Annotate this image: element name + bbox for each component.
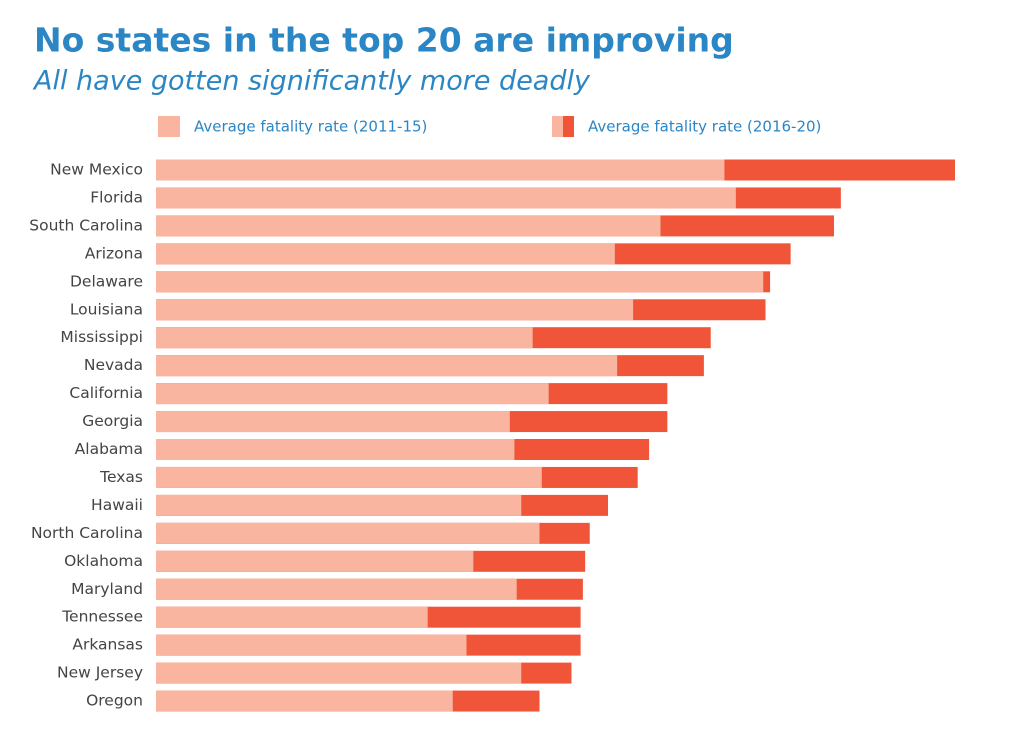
y-tick-label: Tennessee	[61, 608, 143, 626]
legend-swatch	[563, 116, 574, 137]
legend-label: Average fatality rate (2011-15)	[194, 118, 427, 136]
bar	[156, 439, 515, 460]
y-tick-label: Alabama	[75, 440, 143, 458]
bar	[156, 606, 428, 628]
y-tick-label: Delaware	[70, 272, 143, 290]
y-tick-label: New Jersey	[57, 664, 143, 682]
y-tick-label: Hawaii	[91, 496, 143, 514]
bar	[156, 466, 542, 488]
bar	[156, 271, 764, 293]
bar	[156, 690, 453, 712]
bar	[156, 522, 540, 544]
bar	[156, 550, 474, 572]
chart-title: No states in the top 20 are improving	[34, 21, 734, 60]
bar	[156, 411, 510, 433]
y-tick-label: South Carolina	[29, 216, 143, 234]
y-tick-label: Texas	[99, 468, 143, 486]
y-tick-label: Arkansas	[72, 636, 143, 654]
y-tick-label: Oklahoma	[64, 552, 143, 570]
bar	[156, 355, 618, 377]
y-tick-label: Maryland	[71, 580, 143, 598]
y-tick-label: Mississippi	[60, 328, 143, 346]
y-tick-label: California	[69, 384, 143, 402]
bar	[156, 578, 517, 600]
y-tick-label: Florida	[90, 188, 143, 206]
chart-subtitle: All have gotten significantly more deadl…	[32, 66, 591, 97]
y-tick-label: Nevada	[84, 356, 143, 374]
y-tick-label: Arizona	[85, 244, 143, 262]
bar	[156, 187, 736, 209]
legend-swatch	[158, 116, 180, 137]
bar	[156, 299, 634, 321]
bar	[156, 383, 549, 405]
y-tick-label: Oregon	[86, 692, 143, 710]
bar	[156, 634, 467, 656]
legend-swatch	[552, 116, 563, 137]
y-tick-label: North Carolina	[31, 524, 143, 542]
bar	[156, 327, 533, 349]
legend-label: Average fatality rate (2016-20)	[588, 118, 821, 136]
bar	[156, 662, 522, 684]
bar	[156, 215, 661, 237]
y-tick-label: New Mexico	[50, 161, 143, 179]
bar	[156, 243, 615, 265]
y-tick-label: Georgia	[82, 412, 143, 430]
y-tick-label: Louisiana	[70, 300, 143, 318]
bar	[156, 494, 522, 516]
bar	[156, 159, 725, 181]
